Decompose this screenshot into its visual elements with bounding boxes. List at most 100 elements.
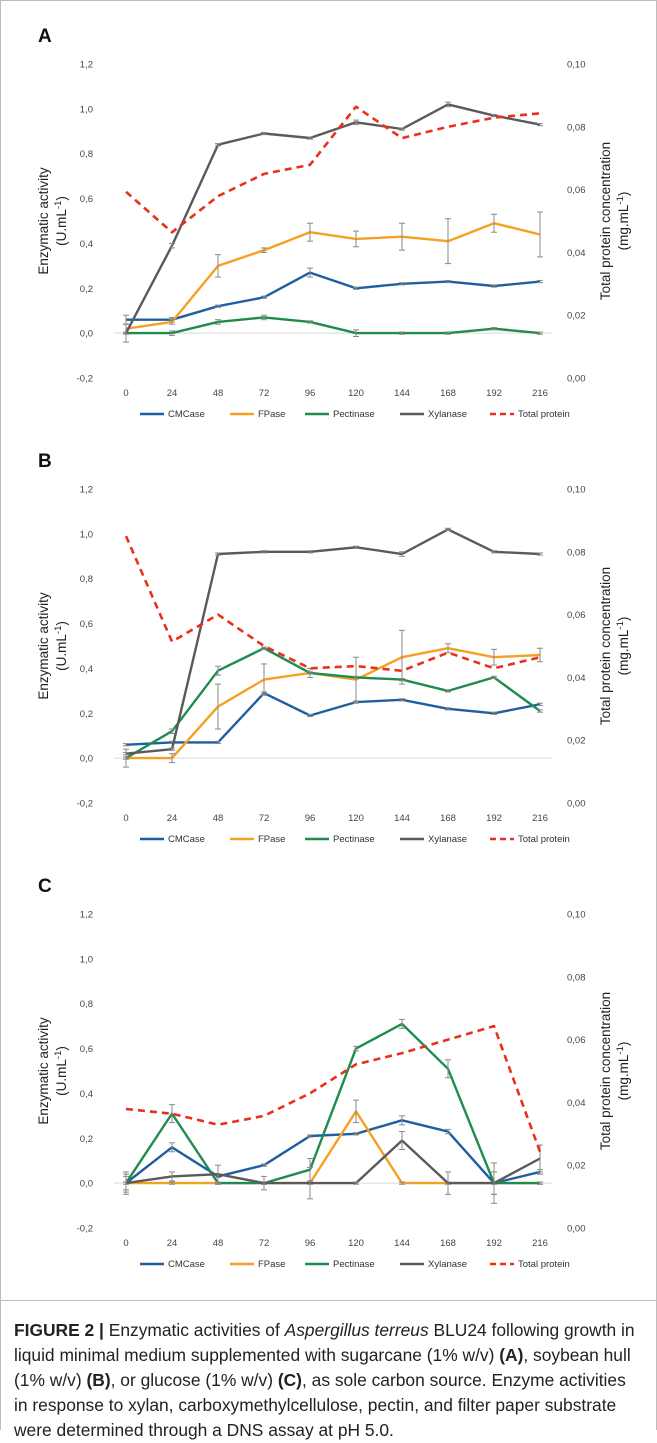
legend-item-pectinase: Pectinase bbox=[305, 1259, 375, 1270]
right-y-tick-label: 0,00 bbox=[567, 799, 586, 810]
error-bar-pectinase bbox=[169, 330, 175, 336]
error-bar-xylanase bbox=[123, 323, 129, 343]
x-tick-label: 192 bbox=[486, 388, 502, 399]
error-bar-cmcase bbox=[169, 1142, 175, 1153]
right-y-tick-label: 0,10 bbox=[567, 910, 586, 921]
error-bar-fpase bbox=[445, 218, 451, 265]
caption-text-2: BLU24 following growth in liquid minimal… bbox=[14, 1320, 635, 1365]
right-y-tick-label: 0,00 bbox=[567, 1224, 586, 1235]
right-y-tick-label: 0,10 bbox=[567, 60, 586, 71]
error-bar-cmcase bbox=[445, 279, 451, 284]
left-y-tick-label: 0,6 bbox=[80, 619, 93, 630]
error-bar-cmcase bbox=[123, 743, 129, 747]
left-y-tick-label: 0,0 bbox=[80, 329, 93, 340]
error-bar-xylanase bbox=[353, 545, 359, 549]
right-y-tick-label: 0,10 bbox=[567, 485, 586, 496]
error-bar-cmcase bbox=[537, 702, 543, 706]
right-y-tick-label: 0,02 bbox=[567, 736, 586, 747]
error-bar-fpase bbox=[353, 656, 359, 703]
right-axis-title: Total protein concentration (mg.mL-1) bbox=[598, 567, 631, 725]
caption-ref-b: (B) bbox=[86, 1370, 111, 1390]
legend-item-xylanase: Xylanase bbox=[400, 409, 467, 420]
error-bar-xylanase bbox=[399, 1131, 405, 1150]
error-bar-fpase bbox=[169, 1181, 175, 1185]
x-tick-label: 192 bbox=[486, 813, 502, 824]
panel-letter: C bbox=[38, 876, 52, 897]
left-y-tick-label: 0,6 bbox=[80, 1044, 93, 1055]
error-bar-cmcase bbox=[399, 698, 405, 702]
error-bar-pectinase bbox=[537, 331, 543, 335]
x-tick-label: 96 bbox=[305, 388, 316, 399]
error-bar-xylanase bbox=[215, 552, 221, 556]
x-tick-label: 120 bbox=[348, 388, 364, 399]
legend-label-fpase: FPase bbox=[258, 1259, 285, 1270]
error-bar-pectinase bbox=[445, 331, 451, 335]
error-bar-pectinase bbox=[353, 329, 359, 338]
right-y-tick-label: 0,02 bbox=[567, 311, 586, 322]
right-axis-title-line-1: Total protein concentration bbox=[598, 142, 613, 300]
x-tick-label: 0 bbox=[123, 1238, 128, 1249]
error-bar-cmcase bbox=[491, 711, 497, 715]
error-bar-pectinase bbox=[445, 689, 451, 693]
error-bar-xylanase bbox=[491, 113, 497, 118]
legend-item-total-protein: Total protein bbox=[490, 1259, 570, 1270]
legend-item-fpase: FPase bbox=[230, 834, 285, 845]
left-y-tick-label: 0,8 bbox=[80, 999, 93, 1010]
legend-item-pectinase: Pectinase bbox=[305, 834, 375, 845]
error-bar-pectinase bbox=[353, 1045, 359, 1052]
error-bar-xylanase bbox=[261, 550, 267, 554]
error-bar-pectinase bbox=[537, 709, 543, 713]
series-line-xylanase bbox=[125, 1139, 541, 1185]
legend-item-total-protein: Total protein bbox=[490, 834, 570, 845]
legend-item-cmcase: CMCase bbox=[140, 834, 205, 845]
left-y-tick-label: 1,0 bbox=[80, 954, 93, 965]
error-bar-xylanase bbox=[445, 527, 451, 531]
right-y-tick-label: 0,08 bbox=[567, 972, 586, 983]
x-tick-label: 216 bbox=[532, 1238, 548, 1249]
figure-frame bbox=[0, 0, 657, 1301]
error-bar-xylanase bbox=[169, 1171, 175, 1182]
caption-label: FIGURE 2 | bbox=[14, 1320, 104, 1340]
x-tick-label: 168 bbox=[440, 388, 456, 399]
right-y-tick-label: 0,06 bbox=[567, 610, 586, 621]
error-bar-fpase bbox=[537, 647, 543, 663]
left-y-tick-label: 1,2 bbox=[80, 910, 93, 921]
legend: CMCase FPase Pectinase Xylanase Total protei… bbox=[140, 1259, 570, 1270]
right-axis-title: Total protein concentration (mg.mL-1) bbox=[598, 992, 631, 1150]
legend-item-xylanase: Xylanase bbox=[400, 834, 467, 845]
left-y-tick-label: 0,0 bbox=[80, 1179, 93, 1190]
x-tick-label: 96 bbox=[305, 813, 316, 824]
x-tick-label: 96 bbox=[305, 1238, 316, 1249]
error-bar-fpase bbox=[215, 683, 221, 730]
x-tick-label: 216 bbox=[532, 813, 548, 824]
series-line-cmcase bbox=[125, 691, 541, 746]
right-axis-title-line-1: Total protein concentration bbox=[598, 567, 613, 725]
left-axis-title: Enzymatic activity (U.mL-1) bbox=[36, 167, 69, 275]
error-bar-pectinase bbox=[399, 331, 405, 335]
legend-item-fpase: FPase bbox=[230, 1259, 285, 1270]
right-axis-title-line-2: (mg.mL-1) bbox=[615, 192, 632, 251]
error-bar-pectinase bbox=[307, 671, 313, 675]
x-tick-label: 24 bbox=[167, 813, 178, 824]
error-bar-fpase bbox=[261, 663, 267, 696]
error-bar-fpase bbox=[169, 753, 175, 764]
left-y-tick-label: 0,2 bbox=[80, 284, 93, 295]
left-axis-unit-superscript: -1 bbox=[53, 626, 64, 634]
left-y-tick-label: 1,0 bbox=[80, 529, 93, 540]
x-tick-label: 24 bbox=[167, 1238, 178, 1249]
legend-label-total-protein: Total protein bbox=[518, 409, 570, 420]
left-y-tick-label: 0,8 bbox=[80, 574, 93, 585]
x-tick-label: 0 bbox=[123, 813, 128, 824]
error-bar-xylanase bbox=[491, 550, 497, 554]
error-bar-cmcase bbox=[445, 707, 451, 711]
x-tick-label: 72 bbox=[259, 813, 270, 824]
error-bar-xylanase bbox=[123, 752, 129, 756]
right-y-tick-label: 0,06 bbox=[567, 1035, 586, 1046]
series-line-total-protein bbox=[125, 105, 541, 234]
error-bar-pectinase bbox=[537, 1181, 543, 1185]
error-bar-xylanase bbox=[123, 1173, 129, 1193]
error-bar-cmcase bbox=[215, 304, 221, 308]
error-bar-pectinase bbox=[491, 675, 497, 680]
error-bar-pectinase bbox=[399, 678, 405, 682]
error-bar-cmcase bbox=[215, 740, 221, 745]
